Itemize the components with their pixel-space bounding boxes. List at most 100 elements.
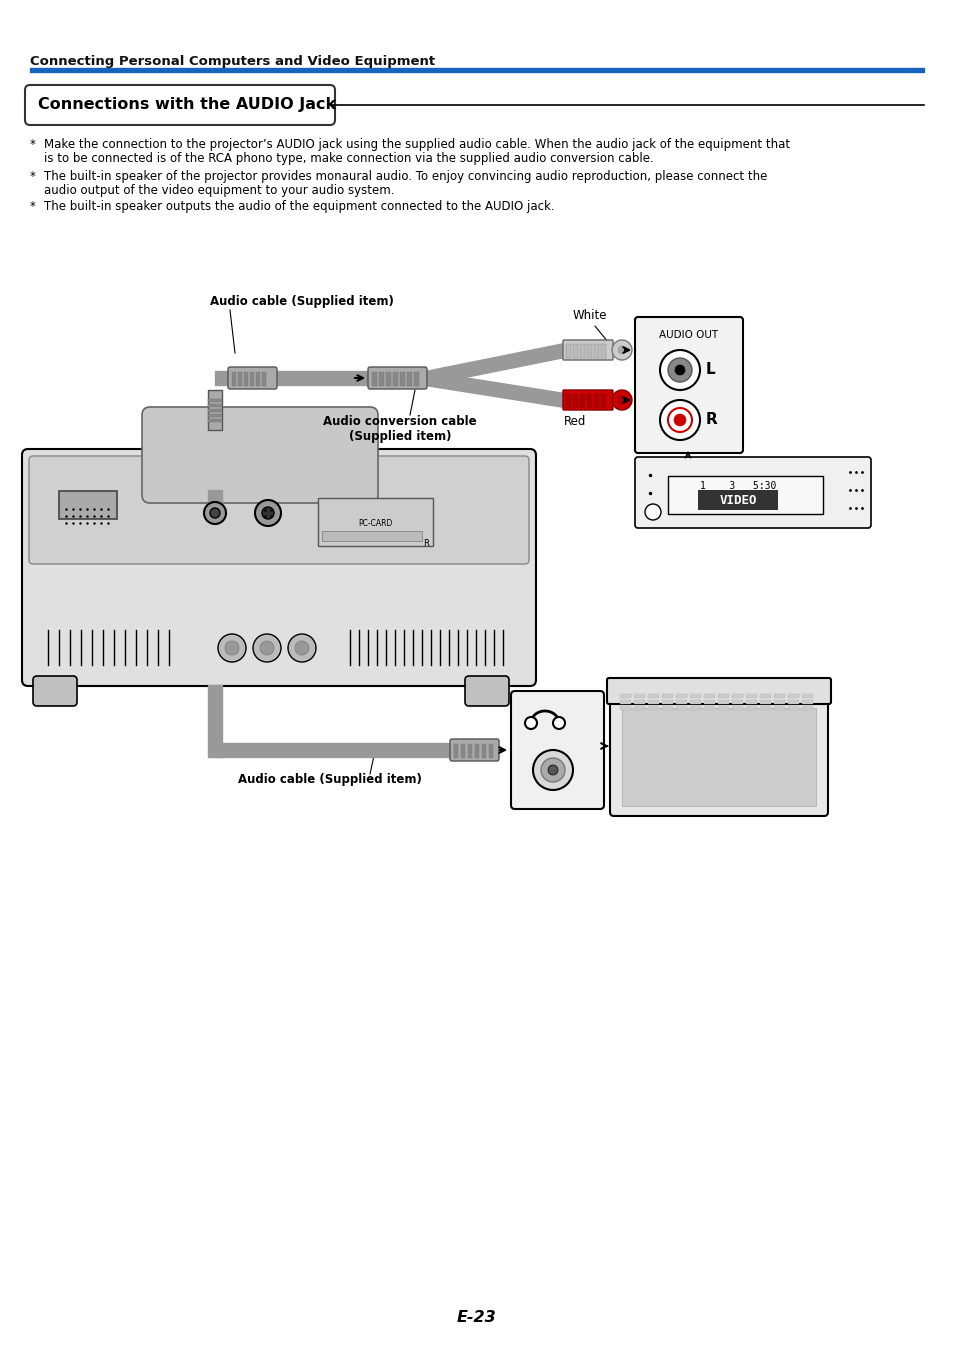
Bar [661, 700, 672, 704]
FancyBboxPatch shape [228, 367, 276, 390]
Bar [718, 700, 728, 704]
FancyBboxPatch shape [606, 678, 830, 704]
Text: VIDEO: VIDEO [719, 493, 756, 507]
Bar [594, 344, 598, 359]
FancyBboxPatch shape [29, 456, 529, 563]
Circle shape [533, 749, 573, 790]
FancyBboxPatch shape [450, 739, 498, 762]
Circle shape [675, 365, 684, 375]
Text: PC-CARD: PC-CARD [357, 519, 392, 528]
Bar [586, 394, 592, 408]
Bar [745, 694, 757, 698]
Bar [634, 706, 644, 710]
Bar [489, 744, 493, 758]
Text: Connections with the AUDIO Jack: Connections with the AUDIO Jack [38, 97, 335, 112]
Bar [801, 700, 812, 704]
FancyBboxPatch shape [635, 317, 742, 453]
Text: AUDIO OUT: AUDIO OUT [659, 330, 718, 340]
Bar [565, 394, 571, 408]
Bar [787, 706, 799, 710]
Text: Make the connection to the projector’s AUDIO jack using the supplied audio cable: Make the connection to the projector’s A… [44, 137, 789, 151]
Bar [481, 744, 485, 758]
Bar [454, 744, 457, 758]
Text: The built-in speaker of the projector provides monaural audio. To enjoy convinci: The built-in speaker of the projector pr… [44, 170, 766, 183]
Circle shape [618, 396, 625, 404]
Text: White: White [572, 309, 607, 322]
Bar [594, 394, 598, 408]
Circle shape [225, 642, 239, 655]
Bar [460, 744, 464, 758]
Bar [773, 694, 784, 698]
Bar [773, 706, 784, 710]
Bar [689, 700, 700, 704]
Circle shape [659, 350, 700, 390]
Bar [30, 67, 923, 71]
Circle shape [612, 390, 631, 410]
Bar [773, 700, 784, 704]
Polygon shape [28, 456, 530, 679]
Text: L: L [705, 363, 715, 377]
Bar [703, 706, 714, 710]
Text: Red: Red [563, 415, 585, 429]
Bar [208, 390, 222, 430]
Bar [647, 706, 659, 710]
Circle shape [540, 758, 564, 782]
Bar [393, 372, 397, 386]
FancyBboxPatch shape [368, 367, 427, 390]
Bar [718, 706, 728, 710]
Text: 1    3   5:30: 1 3 5:30 [700, 481, 776, 491]
Bar [414, 372, 418, 386]
FancyBboxPatch shape [22, 449, 536, 686]
Text: audio output of the video equipment to your audio system.: audio output of the video equipment to y… [44, 183, 395, 197]
FancyBboxPatch shape [562, 340, 613, 360]
Bar [208, 408, 222, 412]
Bar [619, 694, 630, 698]
Circle shape [218, 634, 246, 662]
Bar [689, 706, 700, 710]
Text: R: R [422, 539, 429, 549]
Bar [322, 531, 421, 541]
Bar [250, 372, 253, 386]
Circle shape [673, 414, 685, 426]
Bar [634, 694, 644, 698]
Bar [600, 344, 605, 359]
Text: *: * [30, 137, 36, 151]
Bar [399, 372, 405, 386]
Bar [317, 497, 433, 546]
FancyBboxPatch shape [33, 675, 77, 706]
Bar [407, 372, 412, 386]
Bar [760, 700, 770, 704]
Bar [703, 694, 714, 698]
Bar [378, 372, 384, 386]
Circle shape [612, 340, 631, 360]
FancyBboxPatch shape [25, 85, 335, 125]
Circle shape [659, 400, 700, 439]
Bar [468, 744, 472, 758]
Bar [475, 744, 478, 758]
Bar [787, 694, 799, 698]
Bar [208, 414, 222, 417]
Bar [703, 700, 714, 704]
Circle shape [667, 359, 691, 381]
FancyBboxPatch shape [609, 698, 827, 816]
Text: E-23: E-23 [456, 1310, 497, 1325]
Circle shape [547, 766, 558, 775]
Text: Audio conversion cable: Audio conversion cable [323, 415, 476, 429]
Bar [647, 694, 659, 698]
Bar [731, 700, 742, 704]
Circle shape [553, 717, 564, 729]
Bar [676, 706, 686, 710]
FancyBboxPatch shape [511, 692, 603, 809]
Text: *: * [30, 200, 36, 213]
Bar [698, 491, 778, 510]
Bar [801, 706, 812, 710]
FancyBboxPatch shape [142, 407, 377, 503]
Bar [676, 700, 686, 704]
Bar [262, 372, 266, 386]
Text: The built-in speaker outputs the audio of the equipment connected to the AUDIO j: The built-in speaker outputs the audio o… [44, 200, 554, 213]
Bar [579, 344, 584, 359]
Bar [386, 372, 391, 386]
Circle shape [253, 634, 281, 662]
Text: R: R [705, 412, 717, 427]
Text: Connecting Personal Computers and Video Equipment: Connecting Personal Computers and Video … [30, 55, 435, 67]
